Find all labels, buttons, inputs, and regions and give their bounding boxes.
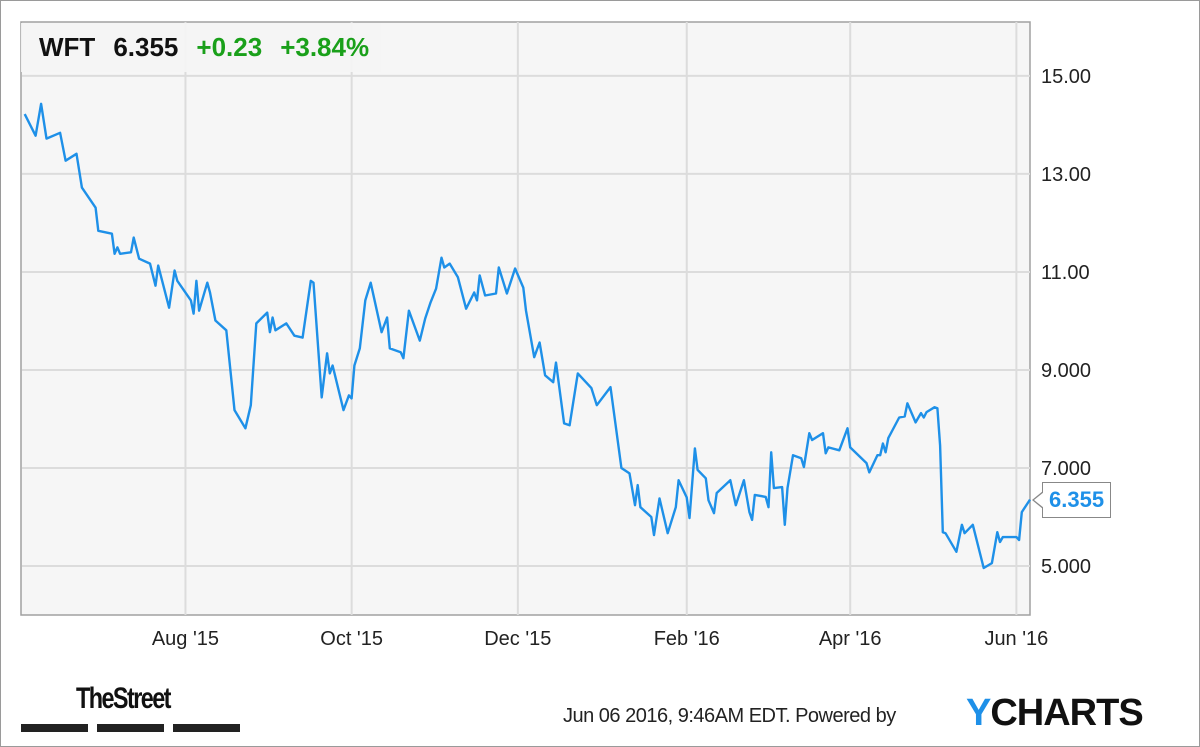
thestreet-logo: TheStreet xyxy=(76,682,171,715)
y-tick-label: 15.00 xyxy=(1041,66,1091,88)
ycharts-logo: YCHARTS xyxy=(966,692,1144,735)
y-tick-label: 11.00 xyxy=(1041,262,1090,284)
x-tick-label: Dec '15 xyxy=(484,628,551,650)
last-price: 6.355 xyxy=(113,32,179,62)
grid xyxy=(22,22,1030,615)
x-tick-label: Aug '15 xyxy=(152,628,219,650)
x-tick-label: Feb '16 xyxy=(654,628,720,650)
y-tick-label: 13.00 xyxy=(1041,164,1091,186)
x-axis: Aug '15 Oct '15 Dec '15 Feb '16 Apr '16 Jun '… xyxy=(152,628,1048,650)
price-change: +0.23 xyxy=(196,32,263,62)
x-tick-label: Jun '16 xyxy=(984,628,1048,650)
quote-header: WFT 6.355 +0.23 +3.84% xyxy=(21,23,381,72)
last-value-callout: 6.355 xyxy=(1031,482,1112,518)
y-axis: 15.00 13.00 11.00 9.000 7.000 5.000 xyxy=(1041,66,1091,578)
ycharts-logo-text: CHARTS xyxy=(990,692,1143,734)
timestamp: Jun 06 2016, 9:46AM EDT. Powered by xyxy=(563,705,896,727)
ycharts-logo-y: Y xyxy=(966,692,991,734)
y-tick-label: 7.000 xyxy=(1041,458,1091,480)
price-line xyxy=(23,102,1032,570)
percent-change: +3.84% xyxy=(280,32,370,62)
thestreet-logo-bars xyxy=(21,724,240,732)
ticker-symbol: WFT xyxy=(39,32,96,62)
x-tick-label: Oct '15 xyxy=(320,628,383,650)
y-tick-label: 5.000 xyxy=(1041,556,1091,578)
x-tick-label: Apr '16 xyxy=(819,628,882,650)
plot-area xyxy=(20,21,1031,616)
y-tick-label: 9.000 xyxy=(1041,360,1091,382)
